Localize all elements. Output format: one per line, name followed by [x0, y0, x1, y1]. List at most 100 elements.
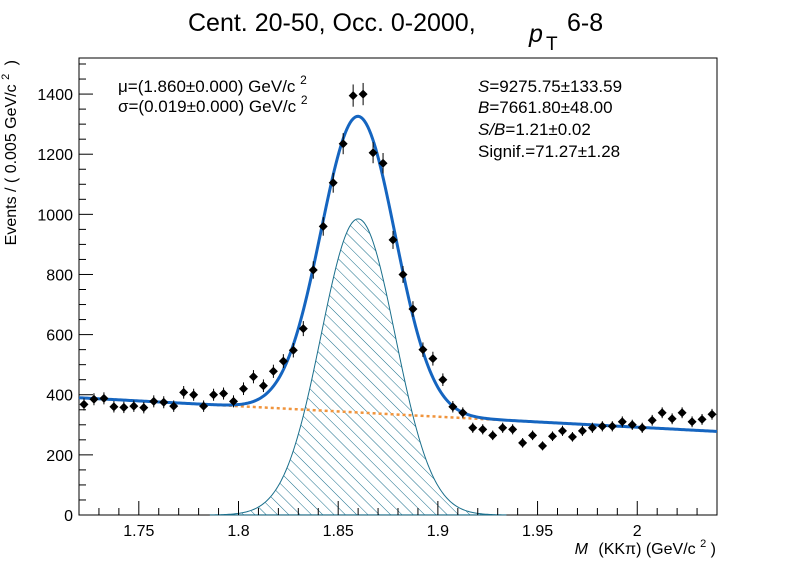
data-point-marker: [707, 409, 717, 419]
y-tick-label: 800: [46, 267, 73, 284]
data-point: [388, 230, 398, 249]
data-point-marker: [567, 432, 577, 442]
data-point: [438, 373, 448, 387]
stat-background-value: =7661.80±48.00: [489, 98, 612, 117]
data-point: [647, 414, 657, 426]
fit-sigma-sup: 2: [301, 93, 308, 107]
data-point: [159, 396, 169, 409]
x-axis-title-main: (KKπ) (GeV/c: [598, 541, 695, 558]
data-point-marker: [219, 389, 229, 399]
stat-s-over-b: S/B=1.21±0.02: [478, 120, 591, 139]
data-point-marker: [348, 91, 358, 101]
y-tick-label: 1200: [37, 147, 73, 164]
data-point-marker: [637, 423, 647, 433]
data-point-marker: [109, 402, 119, 412]
data-point: [368, 142, 378, 164]
data-point: [667, 413, 677, 425]
data-point-marker: [248, 372, 258, 382]
title-pt-subscript: T: [546, 34, 558, 55]
data-point-marker: [488, 430, 498, 440]
data-point: [298, 321, 308, 337]
data-point-marker: [89, 394, 99, 404]
data-point-marker: [79, 399, 89, 409]
chart-title: Cent. 20-50, Occ. 0-2000,: [188, 9, 476, 37]
data-point-marker: [528, 430, 538, 440]
background-component: [78, 396, 718, 433]
data-point: [587, 422, 597, 433]
x-tick-label: 1.95: [522, 523, 553, 540]
data-point: [448, 401, 458, 413]
data-point-marker: [677, 408, 687, 418]
data-point: [577, 425, 587, 436]
data-point: [238, 382, 248, 396]
data-point: [328, 172, 338, 193]
data-point-marker: [498, 423, 508, 433]
data-point: [119, 401, 129, 414]
data-point: [697, 413, 707, 425]
data-point-marker: [408, 304, 418, 314]
data-point: [428, 351, 438, 366]
data-point: [597, 421, 607, 432]
data-point: [458, 407, 468, 419]
data-point-marker: [119, 402, 129, 412]
data-point: [538, 441, 548, 451]
data-point-marker: [468, 423, 478, 433]
x-tick-label: 1.75: [123, 523, 154, 540]
data-point: [488, 430, 498, 441]
data-point: [229, 395, 239, 408]
data-point: [318, 217, 328, 236]
data-point: [528, 430, 538, 441]
data-point-marker: [448, 402, 458, 412]
data-point-marker: [557, 426, 567, 436]
data-point: [468, 422, 478, 433]
data-point-marker: [478, 424, 488, 434]
data-point-marker: [538, 441, 548, 451]
data-point-marker: [238, 384, 248, 394]
x-axis-title-sup: 2: [700, 538, 706, 550]
data-point: [657, 407, 667, 419]
data-point-marker: [199, 401, 209, 411]
data-point-marker: [139, 403, 149, 413]
data-point-marker: [438, 375, 448, 385]
x-tick-label: 1.85: [323, 523, 354, 540]
y-tick-label: 1000: [37, 207, 73, 224]
y-axis: 0 200 400 600 800 1000 1200 1400: [37, 63, 93, 525]
data-point: [99, 392, 109, 405]
stat-signal-label: S: [478, 77, 490, 96]
data-point: [109, 401, 119, 413]
data-point: [308, 261, 318, 279]
stat-background: B=7661.80±48.00: [478, 98, 613, 117]
data-point: [687, 416, 697, 428]
fit-mu-text: μ=(1.860±0.000) GeV/c: [118, 77, 296, 96]
stat-s-over-b-label: S/B: [478, 120, 505, 139]
data-point-marker: [328, 178, 338, 188]
data-point: [498, 422, 508, 433]
data-point-marker: [667, 414, 677, 424]
data-point: [179, 386, 189, 399]
data-point: [149, 395, 159, 408]
data-point-marker: [308, 265, 318, 275]
stat-signal-value: =9275.75±133.59: [489, 77, 622, 96]
svg-text:M (KKπ) (GeV/c 2: M (KKπ) (GeV/c 2 ): [575, 534, 716, 558]
x-tick-label: 2: [633, 523, 642, 540]
data-point: [219, 387, 229, 400]
data-point-marker: [627, 420, 637, 430]
y-axis-title: Events / ( 0.005 GeV/c 2 ): [0, 60, 20, 245]
title-pt-symbol: p: [528, 20, 543, 48]
data-point-marker: [209, 390, 219, 400]
data-point: [518, 438, 528, 448]
y-tick-label: 1400: [37, 87, 73, 104]
data-point-marker: [428, 354, 438, 364]
data-point: [89, 393, 99, 406]
data-point-marker: [458, 408, 468, 418]
data-point: [189, 388, 199, 401]
data-point-marker: [278, 356, 288, 366]
data-point: [278, 354, 288, 368]
y-tick-label: 600: [46, 328, 73, 345]
data-point: [79, 398, 89, 411]
data-point-marker: [587, 423, 597, 433]
data-point-marker: [647, 415, 657, 425]
data-point: [248, 370, 258, 384]
data-point-marker: [657, 408, 667, 418]
data-point: [268, 364, 278, 378]
